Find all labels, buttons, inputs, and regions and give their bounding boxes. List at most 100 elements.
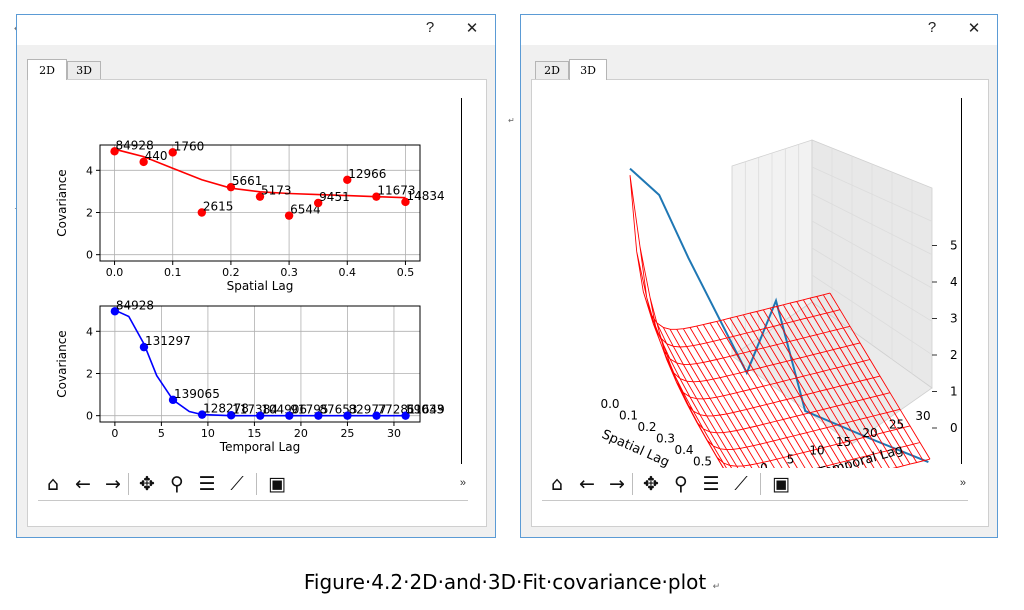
data-label: 84928	[116, 138, 154, 152]
data-label: 6544	[290, 203, 321, 217]
navigation-toolbar: ⌂ ← → ✥ ⚲ ☰ ⟋ ▣ »	[542, 468, 968, 501]
x-tick-label: 15	[247, 427, 261, 440]
save-icon[interactable]: ▣	[772, 473, 790, 495]
zoom-icon[interactable]: ⚲	[674, 473, 688, 495]
data-label: 14834	[406, 189, 444, 203]
data-point	[197, 208, 207, 217]
z-tick-label: 4	[950, 275, 958, 289]
z-tick-label: 5	[950, 239, 958, 253]
canvas-border	[961, 98, 962, 464]
toolbar-separator	[760, 473, 761, 495]
x-axis-label: Spatial Lag	[227, 279, 294, 293]
pan-icon[interactable]: ✥	[139, 473, 155, 495]
y-tick-label: 20	[862, 426, 877, 440]
data-point	[110, 147, 119, 156]
forward-icon[interactable]: →	[609, 473, 625, 495]
tab-2d[interactable]: 2D	[535, 61, 569, 79]
data-point	[168, 395, 178, 405]
data-point	[313, 198, 323, 208]
data-label: 84928	[116, 298, 154, 312]
back-icon[interactable]: ←	[579, 473, 595, 495]
paragraph-mark: ↵	[712, 582, 721, 592]
y-tick-label: 2	[86, 367, 93, 380]
data-label: 440	[145, 149, 168, 163]
y-tick-label: 10	[809, 444, 824, 458]
figure-window-2d: ? ✕ 2D 3D 0.0 0.1 0.2 0.3 0.4 0.5 0 2 4 84928 440 1…	[16, 14, 496, 538]
data-label: 131297	[145, 334, 191, 348]
data-label: 1760	[174, 139, 205, 153]
data-label: 11673	[377, 184, 415, 198]
edit-axis-icon[interactable]: ⟋	[734, 473, 748, 495]
tab-3d[interactable]: 3D	[67, 61, 101, 79]
y-tick-label: 0	[86, 249, 93, 262]
axes-frame	[99, 305, 421, 423]
data-point	[110, 307, 120, 316]
y-tick-label: 5	[787, 452, 795, 466]
data-point	[256, 411, 265, 420]
matplotlib-canvas-3d[interactable]: 0123450.00.10.20.30.40.5051015202530Spat…	[532, 80, 988, 526]
x-tick-label: 0.3	[656, 432, 675, 446]
subplot: 0 5 10 15 20 25 30 0 2 4 84928 131297 13906512827811…	[55, 298, 445, 454]
x-tick-label: 0.4	[339, 266, 357, 279]
help-button[interactable]: ?	[927, 19, 937, 36]
data-point	[284, 211, 294, 220]
configure-subplots-icon[interactable]: ☰	[702, 473, 720, 495]
z-tick-label: 1	[950, 385, 958, 399]
x-tick-label: 0.1	[164, 266, 182, 279]
pan-icon[interactable]: ✥	[643, 473, 659, 495]
close-button[interactable]: ✕	[465, 20, 479, 37]
toolbar-overflow-button[interactable]: »	[959, 477, 966, 489]
edit-axis-icon[interactable]: ⟋	[230, 473, 244, 495]
help-button[interactable]: ?	[425, 19, 435, 36]
close-button[interactable]: ✕	[967, 20, 981, 37]
home-icon[interactable]: ⌂	[550, 473, 564, 495]
configure-subplots-icon[interactable]: ☰	[198, 473, 216, 495]
data-point	[255, 192, 265, 201]
y-tick-label: 25	[889, 418, 904, 432]
tab-2d[interactable]: 2D	[27, 59, 67, 80]
data-point	[139, 342, 149, 352]
paragraph-mark: ↵	[508, 116, 515, 125]
data-label: 2615	[203, 199, 234, 213]
data-point	[343, 411, 352, 420]
x-tick-label: 0.2	[222, 266, 240, 279]
toolbar-overflow-button[interactable]: »	[459, 477, 466, 489]
y-axis-label: Covariance	[55, 169, 69, 236]
x-axis-label: Temporal Lag	[219, 440, 300, 454]
x-tick-label: 25	[340, 427, 354, 440]
y-axis-label: Covariance	[55, 330, 69, 397]
x-tick-label: 0.4	[674, 443, 693, 457]
forward-icon[interactable]: →	[105, 473, 121, 495]
label-clip	[178, 457, 318, 467]
x-tick-label: 10	[201, 427, 215, 440]
zoom-icon[interactable]: ⚲	[170, 473, 184, 495]
navigation-toolbar: ⌂ ← → ✥ ⚲ ☰ ⟋ ▣ »	[38, 468, 468, 501]
back-icon[interactable]: ←	[75, 473, 91, 495]
home-icon[interactable]: ⌂	[46, 473, 60, 495]
tab-panel-2d: 0.0 0.1 0.2 0.3 0.4 0.5 0 2 4 84928 440 1760 2615 566…	[27, 79, 487, 527]
x-tick-label: 0.5	[397, 266, 415, 279]
data-label: 128278	[203, 402, 249, 416]
axes-frame	[99, 144, 421, 262]
canvas-border	[461, 98, 462, 464]
paragraph-mark: ·	[14, 204, 17, 213]
save-icon[interactable]: ▣	[268, 473, 286, 495]
tab-panel-3d: 0123450.00.10.20.30.40.5051015202530Spat…	[531, 79, 989, 527]
y-tick-label: 15	[836, 435, 851, 449]
x-tick-label: 0.2	[637, 420, 656, 434]
data-label: 104906	[261, 403, 307, 417]
data-label: 9451	[319, 190, 350, 204]
data-point	[197, 410, 207, 419]
toolbar-separator	[256, 473, 257, 495]
tab-3d[interactable]: 3D	[569, 59, 607, 80]
data-label: 117384	[232, 402, 278, 416]
fit-curve	[114, 309, 406, 417]
data-label: 59033	[406, 403, 444, 417]
data-point	[168, 148, 177, 157]
x-tick-label: 20	[294, 427, 308, 440]
data-point	[401, 197, 410, 207]
data-label: 12966	[348, 167, 386, 181]
matplotlib-canvas-2d[interactable]: 0.0 0.1 0.2 0.3 0.4 0.50248492844017602615566…	[28, 80, 486, 526]
x-tick-label: 0	[111, 427, 118, 440]
